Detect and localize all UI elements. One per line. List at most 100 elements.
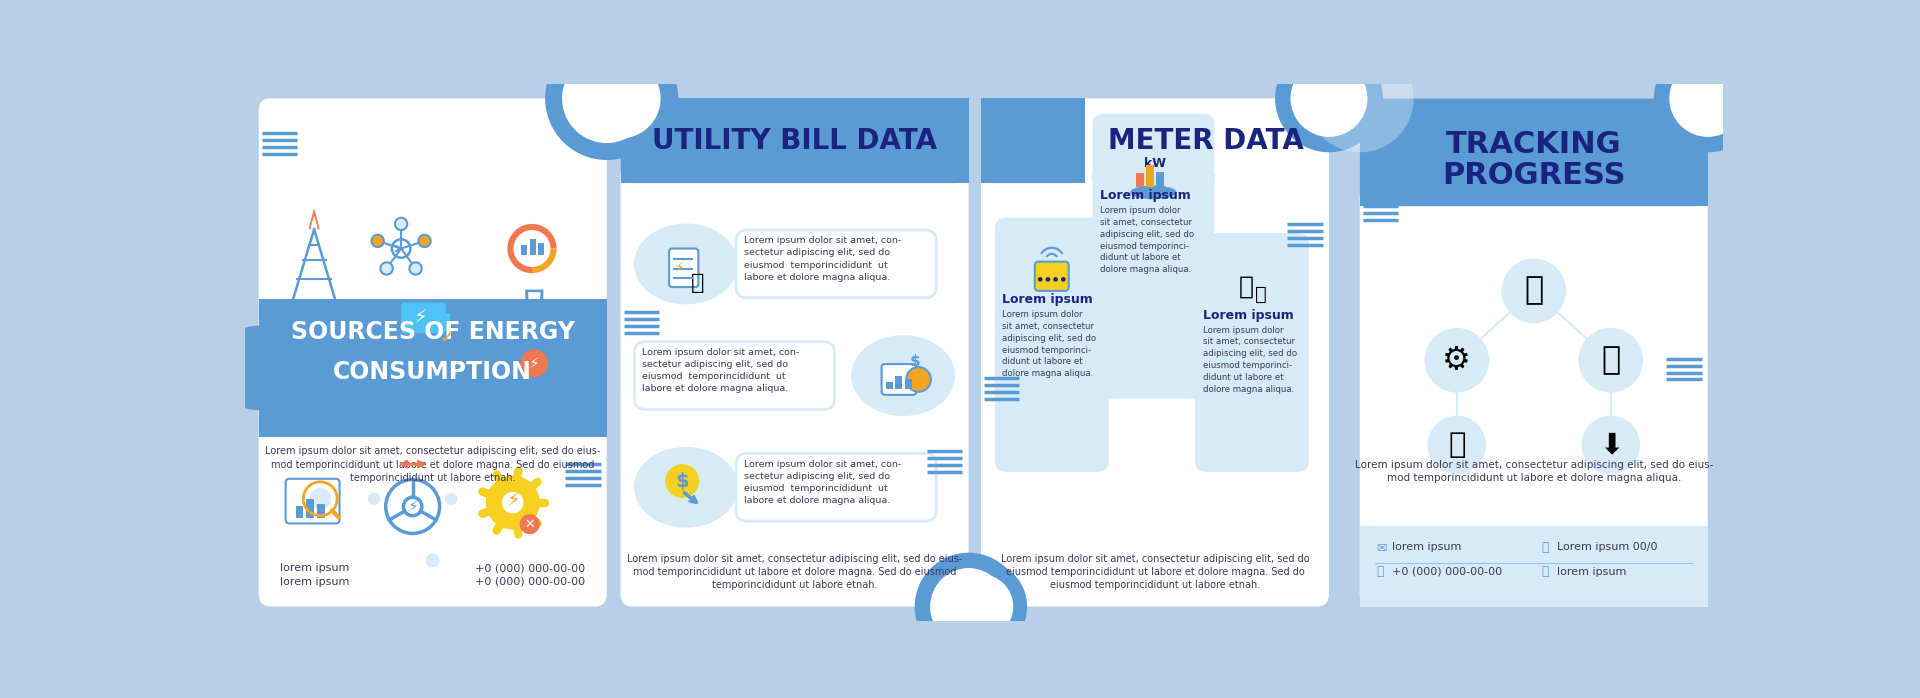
Bar (1073, 111, 1085, 183)
Text: $: $ (910, 354, 920, 369)
Bar (259, 299, 607, 437)
Text: 🔌: 🔌 (1238, 275, 1254, 299)
Circle shape (309, 488, 330, 510)
Circle shape (906, 367, 931, 392)
Ellipse shape (634, 447, 737, 528)
Text: 👁: 👁 (1601, 345, 1620, 376)
Text: lorem ipsum: lorem ipsum (280, 577, 349, 587)
Circle shape (1668, 60, 1747, 137)
Circle shape (520, 514, 540, 534)
Circle shape (419, 235, 430, 247)
Text: Lorem ipsum dolor sit amet, con-
sectetur adipiscing elit, sed do
eiusmod  tempo: Lorem ipsum dolor sit amet, con- sectetu… (641, 348, 799, 393)
Text: +0 (000) 000-00-00: +0 (000) 000-00-00 (1392, 567, 1501, 577)
FancyBboxPatch shape (1359, 98, 1707, 607)
Text: METER DATA: METER DATA (1108, 127, 1304, 155)
Bar (887, 382, 893, 389)
FancyBboxPatch shape (634, 342, 835, 410)
Polygon shape (309, 210, 319, 229)
Text: ✋: ✋ (691, 273, 705, 293)
Bar (317, 504, 324, 518)
Text: ⚡: ⚡ (676, 261, 685, 275)
Circle shape (486, 476, 540, 530)
Text: Lorem ipsum dolor sit amet, consectetur adipiscing elit, sed do
eiusmod temporin: Lorem ipsum dolor sit amet, consectetur … (1000, 554, 1309, 590)
Circle shape (1275, 45, 1382, 152)
Bar (1167, 176, 1175, 187)
Text: ⚡: ⚡ (505, 491, 520, 511)
Circle shape (520, 350, 549, 377)
Text: ✓: ✓ (440, 329, 455, 347)
Circle shape (948, 574, 1014, 639)
Text: 🌐: 🌐 (1542, 565, 1549, 579)
Circle shape (409, 262, 422, 274)
Circle shape (664, 464, 699, 498)
Text: Lorem ipsum: Lorem ipsum (1100, 189, 1190, 202)
FancyBboxPatch shape (259, 98, 607, 607)
Text: Lorem ipsum dolor sit amet, consectetur adipiscing elit, sed do eius-
mod tempor: Lorem ipsum dolor sit amet, consectetur … (265, 447, 601, 483)
Text: Lorem ipsum: Lorem ipsum (1002, 293, 1092, 306)
Circle shape (217, 325, 301, 410)
Bar (1359, 111, 1707, 206)
Bar (895, 376, 902, 389)
FancyBboxPatch shape (620, 98, 968, 607)
Text: Lorem ipsum dolor sit amet, consectetur adipiscing elit, sed do eius-
mod tempor: Lorem ipsum dolor sit amet, consectetur … (1354, 460, 1713, 483)
Text: TRACKING: TRACKING (1446, 130, 1622, 159)
Circle shape (396, 218, 407, 230)
Text: lorem ipsum: lorem ipsum (1557, 567, 1626, 577)
FancyBboxPatch shape (620, 98, 968, 183)
FancyBboxPatch shape (286, 479, 340, 524)
Text: kW: kW (1144, 157, 1165, 170)
Circle shape (369, 493, 380, 505)
Text: $: $ (676, 472, 689, 491)
FancyBboxPatch shape (1359, 98, 1707, 206)
Circle shape (1306, 45, 1413, 152)
Text: PROGRESS: PROGRESS (1442, 161, 1626, 190)
FancyBboxPatch shape (401, 302, 445, 333)
Bar (538, 243, 545, 255)
FancyBboxPatch shape (1035, 262, 1069, 291)
Text: 📊: 📊 (1524, 276, 1544, 306)
Text: Lorem ipsum dolor
sit amet, consectetur
adipiscing elit, sed do
eiusmod temporin: Lorem ipsum dolor sit amet, consectetur … (1002, 310, 1096, 378)
Circle shape (1501, 258, 1567, 323)
Text: 📞: 📞 (1377, 565, 1384, 579)
Bar (1359, 526, 1707, 594)
Text: 🔢: 🔢 (1448, 431, 1465, 459)
Bar (981, 98, 1085, 183)
Circle shape (445, 493, 457, 505)
Text: 📍: 📍 (1542, 541, 1549, 554)
Circle shape (1039, 277, 1043, 282)
Circle shape (501, 492, 524, 514)
FancyBboxPatch shape (1092, 114, 1213, 399)
Ellipse shape (851, 335, 954, 416)
Bar (1146, 165, 1154, 187)
Circle shape (1582, 415, 1640, 474)
Text: Lorem ipsum 00/0: Lorem ipsum 00/0 (1557, 542, 1657, 552)
FancyBboxPatch shape (668, 248, 699, 287)
Circle shape (426, 554, 440, 567)
Text: ⬇: ⬇ (1599, 431, 1622, 459)
Circle shape (1427, 415, 1486, 474)
Bar (1359, 526, 1707, 607)
Text: ⚙: ⚙ (1442, 345, 1471, 376)
Bar (1156, 172, 1164, 187)
Text: CONSUMPTION: CONSUMPTION (334, 360, 532, 384)
Bar (1137, 173, 1144, 187)
Bar (530, 239, 536, 255)
Text: ⚡: ⚡ (528, 356, 540, 371)
Circle shape (929, 568, 1008, 645)
Text: UTILITY BILL DATA: UTILITY BILL DATA (653, 127, 937, 155)
Circle shape (1062, 277, 1066, 282)
Circle shape (563, 40, 678, 156)
Text: ✕: ✕ (524, 518, 536, 530)
Circle shape (1046, 277, 1050, 282)
Circle shape (1290, 60, 1367, 137)
Text: ⚡: ⚡ (413, 309, 428, 327)
Circle shape (914, 553, 1023, 660)
Text: SOURCES OF ENERGY: SOURCES OF ENERGY (290, 320, 574, 344)
FancyBboxPatch shape (881, 364, 916, 395)
Wedge shape (532, 248, 557, 273)
Circle shape (563, 54, 651, 143)
Text: Lorem ipsum dolor
sit amet, consectetur
adipiscing elit, sed do
eiusmod temporin: Lorem ipsum dolor sit amet, consectetur … (1100, 206, 1194, 274)
Bar (296, 507, 303, 518)
Bar (520, 246, 528, 255)
Bar (904, 380, 912, 389)
